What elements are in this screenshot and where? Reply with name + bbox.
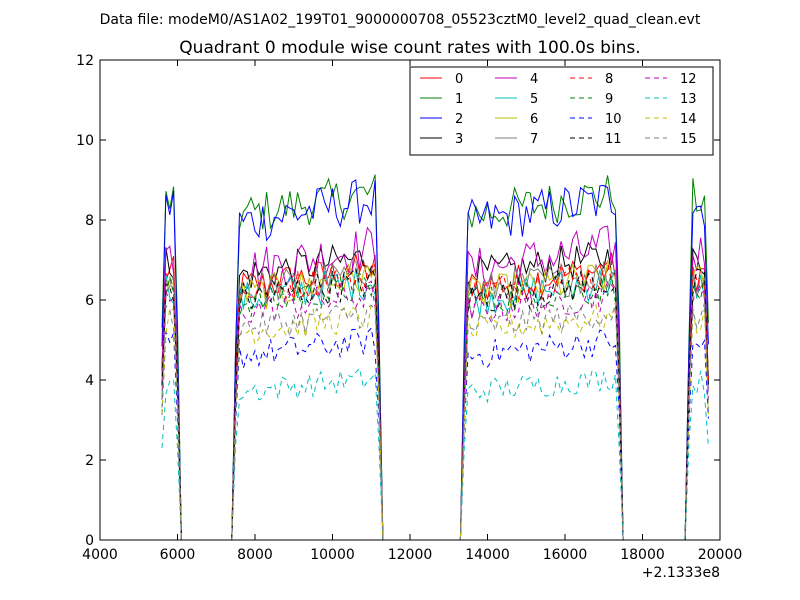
legend-label-11: 11 xyxy=(605,132,622,147)
series-line-15 xyxy=(161,302,709,541)
legend-label-8: 8 xyxy=(605,72,613,87)
series-line-9 xyxy=(161,272,709,541)
legend-label-2: 2 xyxy=(455,112,463,127)
chart-suptitle: Data file: modeM0/AS1A02_199T01_90000007… xyxy=(100,12,701,28)
chart-title: Quadrant 0 module wise count rates with … xyxy=(179,38,640,58)
x-tick-label: 18000 xyxy=(620,547,665,563)
y-tick-label: 12 xyxy=(76,53,94,69)
y-tick-label: 4 xyxy=(85,373,94,389)
x-tick-label: 4000 xyxy=(82,547,118,563)
series-line-0 xyxy=(161,252,709,541)
y-tick-label: 0 xyxy=(85,533,94,549)
y-tick-label: 8 xyxy=(85,213,94,229)
x-tick-label: 10000 xyxy=(310,547,355,563)
legend-label-13: 13 xyxy=(680,92,697,107)
x-tick-label: 8000 xyxy=(237,547,273,563)
legend-label-3: 3 xyxy=(455,132,463,147)
legend-label-0: 0 xyxy=(455,72,463,87)
legend-label-1: 1 xyxy=(455,92,463,107)
series-layer xyxy=(161,174,709,541)
series-line-5 xyxy=(161,267,709,541)
x-tick-label: 6000 xyxy=(160,547,196,563)
legend-label-10: 10 xyxy=(605,112,622,127)
legend-label-14: 14 xyxy=(680,112,697,127)
series-line-12 xyxy=(161,280,709,541)
series-line-10 xyxy=(161,327,709,541)
x-tick-label: 12000 xyxy=(388,547,433,563)
legend-label-6: 6 xyxy=(530,112,538,127)
x-tick-label: 14000 xyxy=(465,547,510,563)
series-line-7 xyxy=(161,258,709,541)
legend-label-5: 5 xyxy=(530,92,538,107)
legend-label-7: 7 xyxy=(530,132,538,147)
y-tick-label: 2 xyxy=(85,453,94,469)
x-offset-label: +2.1333e8 xyxy=(642,565,720,581)
ticks-layer: 4000 6000 8000 10000 12000 14000 16000 18000 200… xyxy=(76,53,742,563)
legend-label-4: 4 xyxy=(530,72,538,87)
x-tick-label: 20000 xyxy=(698,547,743,563)
series-line-1 xyxy=(161,174,709,541)
series-line-14 xyxy=(161,302,709,541)
y-tick-label: 10 xyxy=(76,133,94,149)
legend-label-9: 9 xyxy=(605,92,613,107)
series-line-13 xyxy=(161,367,709,541)
series-line-2 xyxy=(161,179,709,541)
legend-label-12: 12 xyxy=(680,72,697,87)
x-tick-label: 16000 xyxy=(543,547,588,563)
legend-label-15: 15 xyxy=(680,132,697,147)
legend-frame xyxy=(409,66,714,156)
series-line-11 xyxy=(161,264,709,541)
y-tick-label: 6 xyxy=(85,293,94,309)
